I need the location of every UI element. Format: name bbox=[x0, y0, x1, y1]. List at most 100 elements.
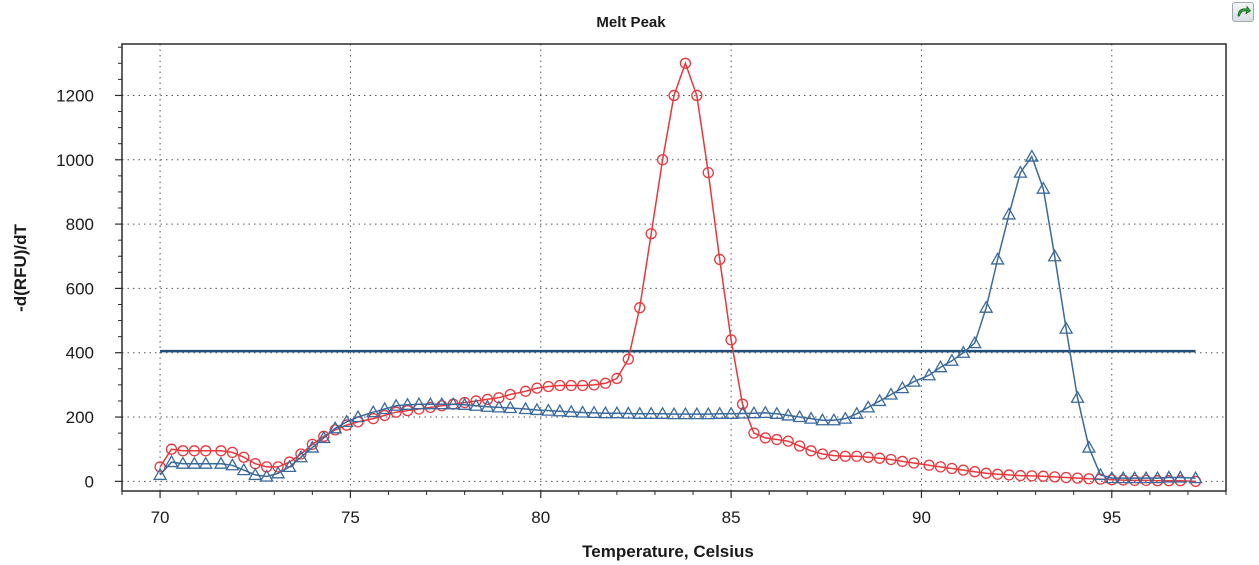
data-point bbox=[896, 455, 909, 468]
data-point bbox=[634, 302, 646, 314]
series-layer bbox=[152, 57, 1203, 488]
data-point bbox=[400, 397, 415, 410]
y-tick-label: 400 bbox=[66, 344, 94, 363]
data-point bbox=[1138, 470, 1154, 484]
data-point bbox=[990, 252, 1005, 265]
axis-ticks: 70 75 80 85 90 95 0 200 400 600 800 1000 1200 bbox=[56, 46, 1227, 527]
data-point bbox=[1083, 473, 1095, 485]
y-axis-label: -d(RFU)/dT bbox=[11, 223, 30, 311]
data-point bbox=[805, 445, 817, 457]
data-point bbox=[1161, 470, 1177, 483]
data-point bbox=[468, 398, 484, 411]
data-point bbox=[187, 456, 202, 469]
data-point bbox=[434, 396, 449, 410]
data-point bbox=[714, 253, 726, 266]
data-point bbox=[200, 445, 212, 457]
data-point bbox=[152, 467, 168, 481]
data-point bbox=[956, 345, 971, 358]
data-point bbox=[816, 448, 829, 460]
data-point bbox=[769, 406, 784, 419]
data-point bbox=[576, 379, 589, 392]
data-point bbox=[1037, 470, 1049, 482]
data-point bbox=[758, 405, 773, 419]
data-point bbox=[861, 400, 876, 413]
data-point bbox=[957, 464, 969, 476]
data-point bbox=[851, 450, 863, 462]
data-point bbox=[586, 405, 602, 419]
y-tick-label: 800 bbox=[66, 215, 94, 234]
data-point bbox=[350, 409, 366, 423]
data-point bbox=[175, 456, 191, 469]
data-point bbox=[226, 446, 239, 459]
x-tick-label: 85 bbox=[722, 508, 741, 527]
data-point bbox=[316, 430, 331, 444]
x-axis-label: Temperature, Celsius bbox=[582, 542, 754, 561]
data-point bbox=[944, 353, 960, 366]
data-point bbox=[588, 379, 600, 391]
data-point bbox=[236, 462, 251, 476]
x-tick-label: 90 bbox=[912, 508, 931, 527]
data-point bbox=[815, 412, 830, 426]
data-point bbox=[1070, 390, 1085, 403]
data-point bbox=[862, 451, 874, 463]
data-point bbox=[969, 466, 981, 478]
data-point bbox=[480, 399, 495, 412]
data-point bbox=[828, 449, 840, 462]
series-2 bbox=[152, 149, 1203, 484]
data-point bbox=[1093, 467, 1108, 481]
data-point bbox=[656, 154, 669, 166]
data-point bbox=[967, 335, 982, 349]
data-point bbox=[1104, 470, 1119, 484]
data-point bbox=[1013, 165, 1028, 178]
data-point bbox=[261, 461, 273, 473]
data-point bbox=[979, 300, 994, 313]
data-point bbox=[759, 432, 772, 444]
y-tick-label: 1000 bbox=[56, 151, 94, 170]
data-point bbox=[225, 457, 240, 471]
data-point bbox=[748, 427, 760, 439]
data-point bbox=[293, 449, 309, 463]
data-point bbox=[712, 406, 727, 419]
data-point bbox=[213, 456, 229, 469]
data-point bbox=[1081, 440, 1097, 453]
data-point bbox=[1127, 470, 1142, 484]
data-point bbox=[531, 382, 543, 394]
data-point bbox=[1014, 469, 1027, 482]
data-point bbox=[328, 420, 343, 434]
data-point bbox=[923, 459, 935, 471]
data-point bbox=[771, 433, 783, 446]
y-tick-label: 200 bbox=[66, 408, 94, 427]
data-point bbox=[679, 57, 692, 69]
refresh-button[interactable] bbox=[1232, 2, 1254, 22]
data-point bbox=[895, 380, 910, 394]
data-point bbox=[306, 438, 318, 451]
data-point bbox=[849, 406, 864, 419]
data-point bbox=[908, 457, 920, 469]
data-point bbox=[366, 404, 381, 418]
data-point bbox=[655, 406, 670, 419]
series-1 bbox=[154, 57, 1202, 488]
data-point bbox=[504, 388, 516, 401]
data-point bbox=[1047, 248, 1062, 262]
data-point bbox=[826, 412, 842, 426]
data-point bbox=[668, 89, 680, 102]
data-point bbox=[735, 406, 750, 419]
data-point bbox=[503, 400, 518, 414]
data-point bbox=[339, 414, 354, 428]
data-point bbox=[622, 353, 634, 365]
data-point bbox=[883, 387, 899, 400]
data-point bbox=[1173, 470, 1188, 483]
data-point bbox=[270, 466, 286, 479]
data-point bbox=[1058, 321, 1074, 334]
y-tick-label: 1200 bbox=[56, 86, 94, 105]
data-point bbox=[1001, 207, 1017, 220]
data-point bbox=[906, 374, 921, 387]
plot-frame bbox=[121, 43, 1227, 492]
data-point bbox=[934, 461, 947, 473]
data-point bbox=[215, 445, 227, 457]
data-point bbox=[295, 448, 307, 460]
data-point bbox=[782, 435, 794, 447]
data-point bbox=[388, 398, 404, 411]
data-point bbox=[491, 400, 507, 413]
data-point bbox=[793, 440, 806, 452]
